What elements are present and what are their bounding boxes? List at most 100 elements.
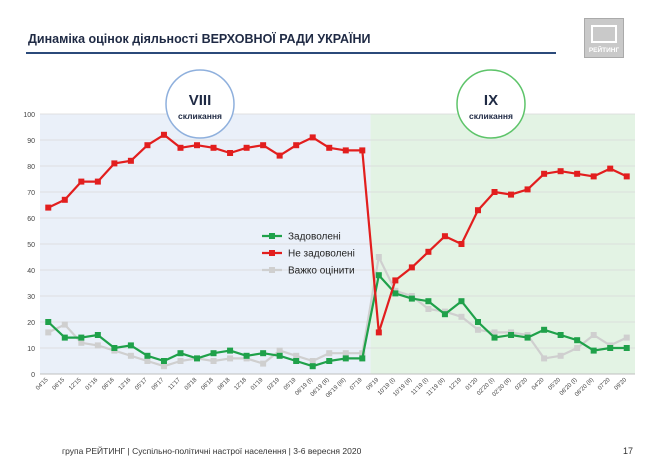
series-point-1 xyxy=(590,173,597,180)
y-tick-label: 70 xyxy=(27,190,35,197)
page-title: Динаміка оцінок діяльності ВЕРХОВНОЇ РАД… xyxy=(28,32,371,46)
period-label: IX xyxy=(484,92,498,109)
rating-logo: РЕЙТИНГ xyxy=(584,18,624,58)
series-point-1 xyxy=(78,178,85,185)
series-point-0 xyxy=(276,352,283,359)
series-point-2 xyxy=(458,313,465,320)
series-point-0 xyxy=(94,332,101,338)
series-point-2 xyxy=(557,352,564,359)
title-underline xyxy=(26,52,556,54)
series-point-2 xyxy=(61,321,68,328)
series-point-1 xyxy=(607,165,614,172)
series-point-2 xyxy=(541,355,548,362)
series-point-1 xyxy=(293,142,300,149)
x-tick-label: 09'20 xyxy=(614,377,629,392)
series-point-0 xyxy=(111,345,118,351)
series-point-2 xyxy=(78,339,85,346)
x-tick-label: 06'15 xyxy=(52,377,67,392)
series-point-0 xyxy=(309,363,316,370)
series-point-0 xyxy=(491,334,498,341)
series-point-1 xyxy=(441,233,448,240)
series-point-0 xyxy=(177,350,184,357)
series-point-1 xyxy=(194,142,201,149)
logo-text: РЕЙТИНГ xyxy=(588,47,620,54)
series-point-0 xyxy=(408,295,415,302)
series-point-0 xyxy=(607,345,614,351)
series-point-2 xyxy=(342,350,349,357)
series-point-0 xyxy=(61,334,68,341)
series-point-1 xyxy=(276,152,283,159)
series-point-0 xyxy=(293,358,300,364)
y-tick-label: 20 xyxy=(27,320,35,327)
series-point-1 xyxy=(425,248,432,255)
series-point-1 xyxy=(111,160,118,167)
x-tick-label: 05'17 xyxy=(134,377,149,392)
logo-mark-icon xyxy=(591,25,617,43)
x-tick-label: 03'19 xyxy=(267,377,282,392)
series-point-0 xyxy=(326,358,333,364)
series-point-0 xyxy=(342,355,349,362)
x-tick-label: 12'19 xyxy=(448,377,463,392)
x-tick-label: 03'18 xyxy=(184,377,199,392)
series-point-0 xyxy=(260,350,267,357)
y-tick-label: 0 xyxy=(31,372,35,379)
legend-entry-label: Не задоволені xyxy=(288,249,355,260)
series-point-1 xyxy=(243,144,250,151)
series-point-1 xyxy=(408,264,415,271)
series-point-0 xyxy=(160,358,167,364)
series-point-0 xyxy=(45,319,52,325)
series-point-2 xyxy=(177,358,184,364)
series-point-2 xyxy=(144,358,151,364)
x-tick-label: 05'20 xyxy=(548,377,563,392)
series-point-0 xyxy=(590,347,597,354)
x-tick-label: 03'20 xyxy=(514,377,529,392)
x-tick-label: 01'16 xyxy=(85,377,100,392)
series-point-2 xyxy=(160,363,167,370)
series-point-0 xyxy=(623,345,630,351)
series-point-0 xyxy=(210,350,217,357)
series-point-1 xyxy=(359,147,366,154)
series-point-0 xyxy=(78,334,85,341)
series-point-1 xyxy=(144,142,151,149)
legend-swatch-marker xyxy=(269,250,275,256)
x-tick-label: 09'19 xyxy=(366,377,381,392)
x-tick-label: 07'19 xyxy=(349,377,364,392)
y-tick-label: 30 xyxy=(27,294,35,301)
period-circle-viii xyxy=(165,69,235,139)
series-point-0 xyxy=(243,352,250,359)
y-tick-label: 50 xyxy=(27,242,35,249)
series-point-1 xyxy=(61,196,68,203)
y-tick-label: 60 xyxy=(27,216,35,223)
series-point-1 xyxy=(375,329,382,336)
legend-swatch-marker xyxy=(269,267,275,273)
series-point-1 xyxy=(177,144,184,151)
series-point-2 xyxy=(45,329,52,336)
series-point-2 xyxy=(425,306,432,312)
series-point-2 xyxy=(574,345,581,351)
series-point-0 xyxy=(375,272,382,279)
series-point-1 xyxy=(392,277,399,284)
series-point-0 xyxy=(557,332,564,338)
series-point-2 xyxy=(491,329,498,336)
y-tick-label: 80 xyxy=(27,164,35,171)
series-point-1 xyxy=(491,189,498,195)
period-circle-ix xyxy=(456,69,526,139)
y-tick-label: 90 xyxy=(27,138,35,145)
series-point-1 xyxy=(557,168,564,175)
series-point-1 xyxy=(541,170,548,177)
series-point-2 xyxy=(326,350,333,357)
series-point-1 xyxy=(94,178,101,185)
x-tick-label: 12'15 xyxy=(68,377,83,392)
series-point-0 xyxy=(474,319,481,325)
x-tick-label: 12'16 xyxy=(118,377,133,392)
x-tick-label: 09'17 xyxy=(151,377,166,392)
x-tick-label: 04'20 xyxy=(531,377,546,392)
series-point-1 xyxy=(227,150,234,156)
series-point-1 xyxy=(458,241,465,247)
series-point-2 xyxy=(227,355,234,362)
series-point-0 xyxy=(144,352,151,359)
x-tick-label: 11'19 (II) xyxy=(426,377,447,398)
series-point-2 xyxy=(309,358,316,364)
series-point-0 xyxy=(524,334,531,341)
